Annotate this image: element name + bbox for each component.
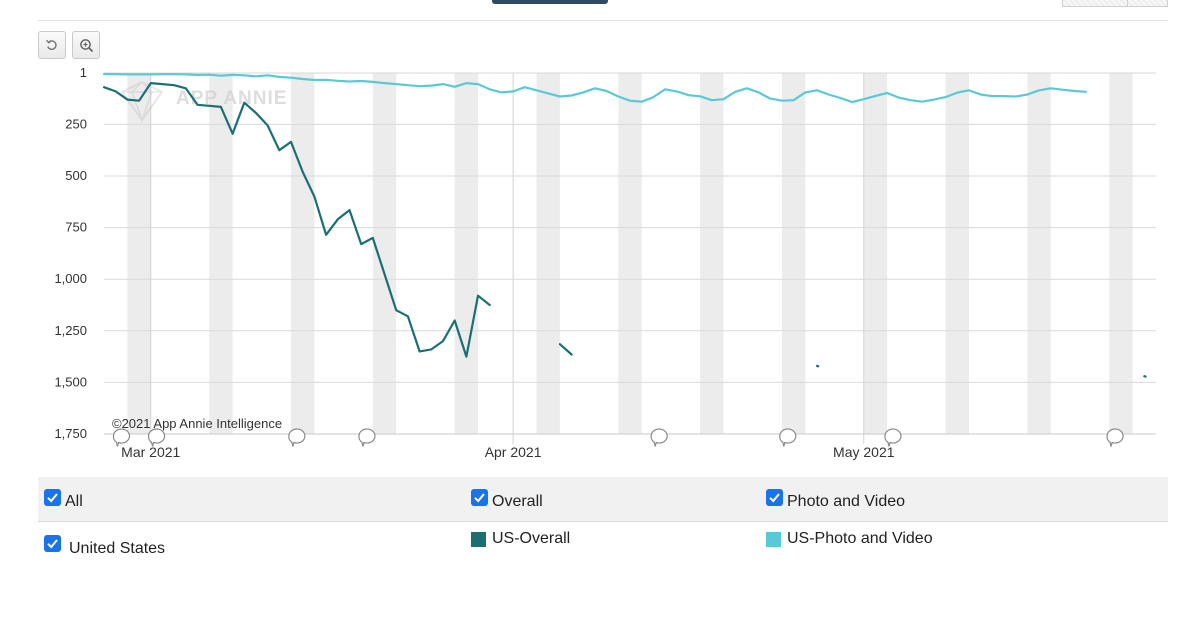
annotation-marker-icon — [358, 428, 376, 447]
check-icon — [474, 493, 485, 503]
y-tick-label: 250 — [65, 116, 87, 131]
legend-series-row: United States US-Overall US-Photo and Vi… — [38, 522, 1168, 572]
check-icon — [769, 493, 780, 503]
x-tick-label: May 2021 — [833, 444, 895, 460]
photo-video-checkbox[interactable] — [766, 489, 783, 506]
photo-video-label: Photo and Video — [787, 493, 906, 510]
top-tab-indicator[interactable] — [492, 0, 608, 4]
all-label: All — [65, 493, 83, 510]
weekend-band — [863, 73, 888, 434]
annotation-marker-icon — [288, 428, 306, 447]
all-checkbox[interactable] — [44, 489, 61, 506]
top-divider — [38, 20, 1168, 21]
watermark-text: APP ANNIE — [176, 88, 287, 109]
y-tick-label: 1,750 — [54, 426, 87, 441]
united-states-checkbox[interactable] — [44, 535, 61, 552]
y-tick-label: 750 — [65, 220, 87, 235]
annotation-marker-icon — [112, 428, 131, 447]
weekend-band — [372, 73, 397, 434]
annotation-marker-icon — [884, 428, 902, 447]
check-icon — [47, 493, 58, 503]
reset-zoom-button[interactable] — [38, 31, 66, 59]
weekend-band — [291, 73, 315, 434]
y-tick-label: 500 — [65, 168, 87, 183]
series-line-us-photo-and-video — [102, 72, 1087, 104]
weekend-band — [536, 73, 560, 434]
us-photo-video-legend-label[interactable]: US-Photo and Video — [787, 530, 933, 547]
zoom-in-icon — [79, 38, 93, 52]
weekend-band — [454, 73, 479, 434]
y-tick-label: 1 — [80, 65, 87, 80]
weekend-band — [1027, 73, 1051, 434]
annotation-marker-icon — [1106, 428, 1124, 447]
annotation-marker-icon — [147, 428, 166, 447]
weekend-band — [1109, 73, 1133, 434]
app-annie-watermark: APP ANNIE — [120, 80, 287, 123]
top-right-toggle[interactable] — [1062, 0, 1168, 7]
annotation-marker-icon — [650, 428, 668, 447]
annotation-marker-icon — [779, 428, 797, 447]
overall-checkbox[interactable] — [471, 489, 488, 506]
zoom-in-button[interactable] — [72, 31, 100, 59]
undo-icon — [45, 39, 57, 51]
weekend-band — [781, 73, 806, 434]
y-tick-label: 1,500 — [54, 374, 87, 389]
weekend-band — [618, 73, 642, 434]
y-tick-label: 1,000 — [54, 271, 87, 286]
us-photo-video-swatch[interactable] — [766, 532, 781, 547]
weekend-band — [209, 73, 233, 434]
check-icon — [47, 539, 58, 549]
overall-label: Overall — [492, 493, 543, 510]
x-tick-label: Apr 2021 — [485, 444, 542, 460]
legend-filter-row: All Overall Photo and Video — [38, 477, 1168, 522]
weekend-band — [127, 73, 151, 434]
series-line-us-overall — [102, 82, 491, 358]
rank-chart: 1 250 500 750 1,000 1,250 1,500 1,750 Mar 2021 A… — [54, 65, 1156, 460]
weekend-band — [700, 73, 724, 434]
y-tick-label: 1,250 — [54, 323, 87, 338]
united-states-label: United States — [69, 540, 166, 557]
x-tick-label: Mar 2021 — [121, 444, 180, 460]
series-line-us-overall — [558, 343, 573, 356]
copyright-text: ©2021 App Annie Intelligence — [112, 416, 282, 431]
weekend-band — [945, 73, 969, 434]
us-overall-legend-label[interactable]: US-Overall — [492, 530, 571, 547]
us-overall-swatch[interactable] — [471, 532, 486, 547]
